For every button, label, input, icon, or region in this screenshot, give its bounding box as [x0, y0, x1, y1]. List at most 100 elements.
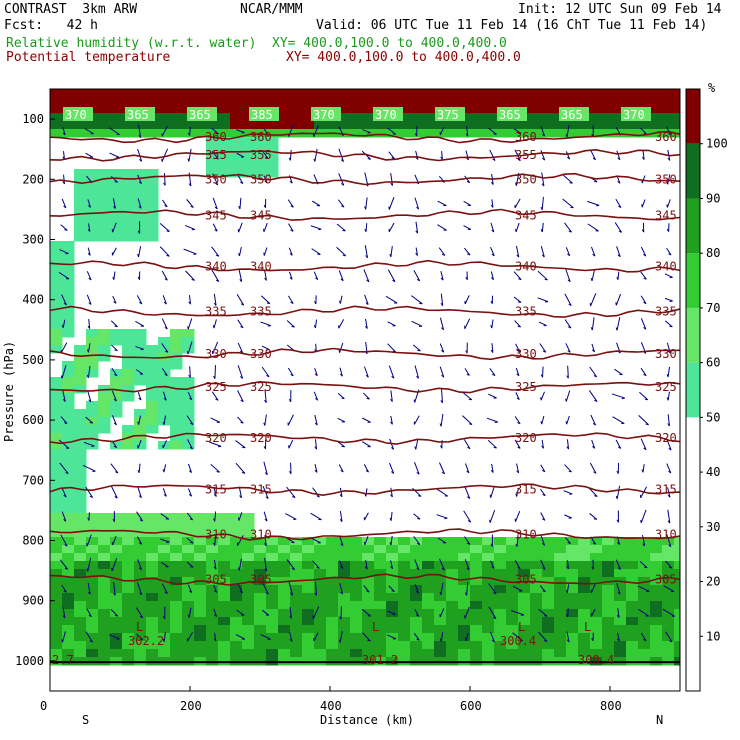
colorbar-tick-label: 40	[706, 465, 720, 479]
rh-cell	[554, 129, 567, 138]
rh-cell	[146, 169, 159, 178]
rh-cell	[62, 649, 75, 658]
rh-cell	[74, 601, 87, 610]
wind-arrowhead	[591, 638, 594, 642]
wind-vector	[464, 606, 470, 619]
wind-vector	[414, 608, 420, 617]
rh-cell	[590, 537, 603, 546]
wind-arrowhead	[643, 447, 647, 451]
rh-cell	[290, 617, 303, 626]
rh-cell	[662, 593, 675, 602]
rh-cell	[230, 617, 243, 626]
rh-cell	[530, 585, 543, 594]
rh-cell	[194, 617, 207, 626]
rh-cell	[578, 129, 591, 138]
wind-vector	[441, 151, 443, 160]
rh-cell	[98, 337, 111, 346]
wind-vector	[183, 248, 197, 255]
rh-cell	[278, 641, 291, 650]
rh-cell	[62, 593, 75, 602]
rh-cell	[278, 649, 291, 658]
wind-arrowhead	[617, 591, 621, 595]
rh-cell	[98, 545, 111, 554]
rh-cell	[182, 409, 195, 418]
rh-cell	[122, 561, 135, 570]
wind-arrowhead	[189, 446, 193, 450]
rh-cell	[146, 649, 159, 658]
rh-cell	[458, 609, 471, 618]
wind-arrowhead	[441, 471, 445, 475]
rh-cell	[134, 625, 147, 634]
colorbar-tick-label: 100	[706, 137, 728, 151]
wind-vector	[515, 245, 520, 258]
wind-vector	[616, 632, 620, 642]
wind-vector	[61, 294, 67, 306]
rh-cell	[614, 553, 627, 562]
wind-vector	[87, 199, 92, 208]
wind-arrowhead	[88, 614, 92, 618]
wind-arrowhead	[138, 135, 142, 138]
rh-cell	[206, 529, 219, 538]
rh-cell	[170, 97, 183, 106]
rh-cell	[338, 625, 351, 634]
rh-cell	[74, 593, 87, 602]
wind-vector	[311, 200, 321, 207]
rh-cell	[74, 169, 87, 178]
rh-cell	[422, 569, 435, 578]
rh-cell	[158, 569, 171, 578]
wind-arrowhead	[617, 157, 621, 161]
wind-vector	[413, 513, 421, 520]
rh-cell	[674, 89, 680, 98]
rh-cell	[530, 121, 543, 130]
rh-cell	[530, 105, 543, 114]
rh-cell	[446, 561, 459, 570]
rh-cell	[638, 569, 651, 578]
rh-cell	[422, 649, 435, 658]
rh-cell	[374, 593, 387, 602]
wind-arrowhead	[517, 566, 521, 570]
rh-cell	[494, 609, 507, 618]
rh-cell	[290, 609, 303, 618]
wind-vector	[238, 269, 243, 282]
wind-arrowhead	[364, 566, 368, 570]
rh-cell	[98, 577, 111, 586]
rh-cell	[422, 617, 435, 626]
rh-cell	[110, 233, 123, 242]
rh-cell	[506, 649, 519, 658]
wind-vector	[211, 127, 219, 135]
wind-vector	[86, 608, 92, 617]
rh-cell	[470, 105, 483, 114]
wind-arrowhead	[114, 614, 118, 617]
rh-cell	[110, 113, 123, 122]
rh-cell	[434, 609, 447, 618]
rh-cell	[350, 545, 363, 554]
rh-cell	[386, 97, 399, 106]
rh-cell	[86, 201, 99, 210]
wind-arrowhead	[492, 373, 496, 376]
rh-cell	[158, 641, 171, 650]
rh-cell	[266, 569, 279, 578]
rh-cell	[650, 537, 663, 546]
rh-cell	[566, 641, 579, 650]
wind-vector	[438, 247, 446, 256]
wind-arrowhead	[541, 445, 544, 449]
rh-cell	[86, 121, 99, 130]
wind-vector	[237, 584, 243, 594]
wind-vector	[638, 608, 649, 617]
rh-cell	[518, 585, 531, 594]
rh-cell	[110, 577, 123, 586]
rh-cell	[98, 513, 111, 522]
theta-label: 360	[250, 130, 272, 144]
rh-cell	[374, 609, 387, 618]
rh-cell	[266, 97, 279, 106]
rh-cell	[578, 553, 591, 562]
wind-arrowhead	[139, 615, 143, 619]
rh-cell	[266, 129, 279, 138]
wind-vector	[664, 320, 673, 328]
rh-cell	[482, 617, 495, 626]
rh-cell	[506, 585, 519, 594]
rh-cell	[674, 649, 680, 658]
rh-cell	[386, 625, 399, 634]
rh-cell	[458, 601, 471, 610]
rh-cell	[62, 273, 75, 282]
